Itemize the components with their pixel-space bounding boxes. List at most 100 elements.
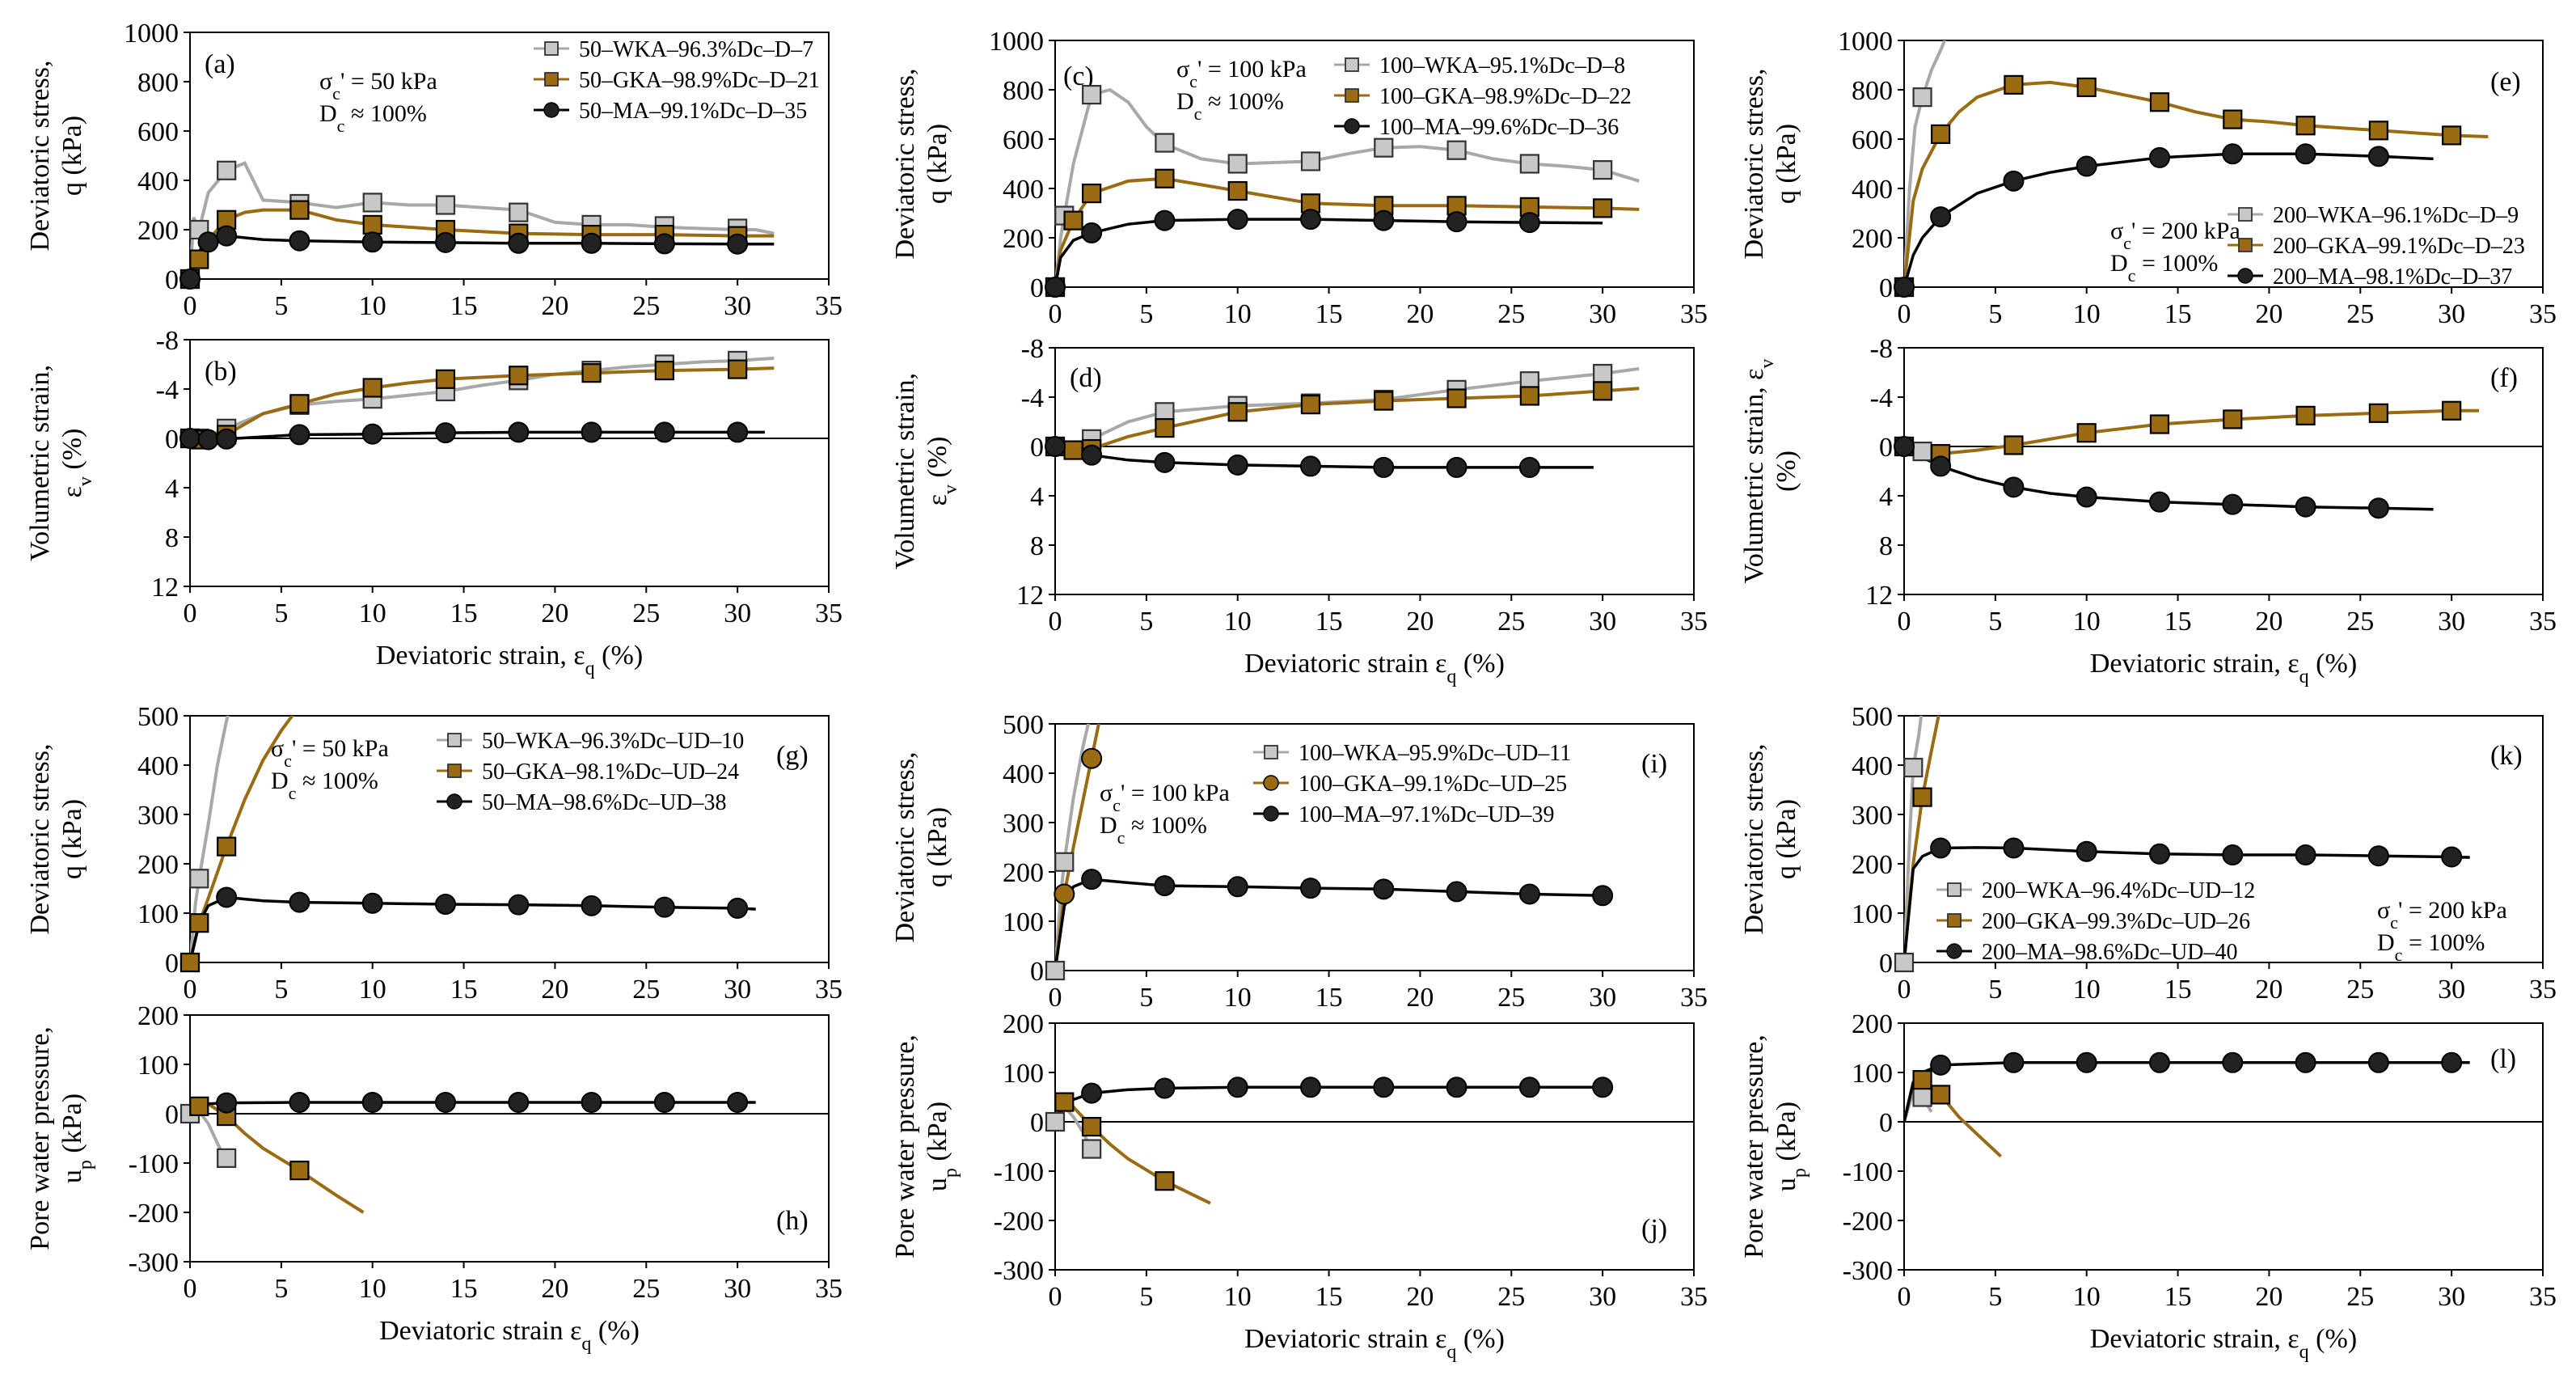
legend-marker: [2238, 238, 2253, 252]
panel-e: 0 200 400 600 800 1000 0 5 10 15 20 25 30 35 Deviatori…: [1739, 27, 2557, 329]
data-marker: [2368, 403, 2388, 423]
x-tick-label: 10: [359, 599, 386, 628]
data-marker: [289, 1161, 310, 1181]
data-marker: [1931, 124, 1951, 144]
y-tick-label: -8: [1021, 334, 1044, 364]
x-tick-label: 30: [724, 975, 751, 1005]
data-marker: [1592, 1077, 1614, 1098]
x-tick-label: 0: [1898, 975, 1911, 1005]
series-line: [190, 716, 230, 962]
legend-marker: [447, 764, 462, 778]
y-tick-label: 1000: [1838, 27, 1893, 57]
plot-frame: [1903, 715, 2544, 963]
data-marker: [1155, 418, 1175, 438]
y-axis-label-line2: q (kPa): [1772, 124, 1801, 204]
y-tick-label: 0: [1879, 433, 1893, 463]
x-tick-label: 15: [1315, 299, 1343, 329]
data-marker: [581, 1091, 602, 1113]
condition-density: Dc = 100%: [2377, 929, 2485, 965]
data-marker: [1300, 878, 1321, 899]
data-marker: [1054, 852, 1075, 872]
data-marker: [216, 428, 238, 450]
data-marker: [1045, 960, 1066, 981]
data-marker: [197, 231, 219, 253]
x-tick-label: 0: [1049, 299, 1062, 329]
legend-marker: [2237, 268, 2253, 284]
x-tick-label: 30: [1589, 983, 1616, 1013]
data-marker: [1045, 436, 1066, 457]
y-tick-label: 8: [1879, 531, 1893, 561]
y-tick-label: 200: [1852, 224, 1893, 254]
y-tick-label: -100: [1843, 1157, 1893, 1187]
panel-h: -300 -200 -100 0 100 200 0 5 10 15 20 25 30 35 Pore wa…: [25, 1001, 842, 1355]
x-tick-label: 25: [1497, 983, 1525, 1013]
condition-stress: σc' = 100 kPa: [1176, 56, 1307, 91]
series-line: [1055, 366, 1640, 448]
data-marker: [289, 230, 310, 252]
y-tick-label: -300: [1843, 1256, 1893, 1286]
data-marker: [2222, 844, 2244, 866]
data-marker: [435, 422, 456, 444]
y-tick-label: -100: [994, 1157, 1044, 1187]
x-tick-label: 35: [1680, 607, 1708, 637]
condition-density: Dc = 100%: [2110, 250, 2218, 286]
x-tick-label: 25: [632, 599, 660, 628]
x-tick-label: 15: [450, 975, 478, 1005]
y-tick-label: 600: [137, 117, 179, 147]
data-marker: [217, 1148, 237, 1169]
x-tick-label: 20: [2255, 1282, 2283, 1312]
legend: 50–WKA–96.3%Dc–UD–10 50–GKA–98.1%Dc–UD–24…: [437, 729, 744, 815]
data-marker: [1063, 210, 1083, 231]
x-tick-label: 25: [2346, 607, 2374, 637]
data-marker: [2367, 1051, 2389, 1073]
panel-label: (j): [1641, 1214, 1667, 1244]
data-marker: [1518, 1077, 1540, 1098]
x-tick-label: 10: [1224, 983, 1252, 1013]
data-marker: [1930, 1054, 1952, 1076]
x-tick-label: 30: [724, 291, 751, 321]
x-tick-label: 35: [2529, 975, 2557, 1005]
x-tick-label: 30: [1589, 1282, 1616, 1312]
data-marker: [2295, 496, 2316, 518]
y-tick-label: 0: [1030, 273, 1044, 303]
data-marker: [1227, 402, 1248, 422]
data-marker: [1518, 883, 1540, 905]
data-marker: [1446, 1077, 1467, 1098]
y-tick-label: 500: [137, 702, 179, 732]
series-group: [190, 356, 775, 442]
legend-label: 200–MA–98.1%Dc–D–37: [2273, 264, 2512, 290]
x-tick-label: 10: [2073, 299, 2101, 329]
data-marker: [2076, 423, 2097, 443]
data-marker: [1373, 1077, 1395, 1098]
data-marker: [1894, 952, 1915, 973]
legend-label: 50–GKA–98.9%Dc–D–21: [579, 68, 820, 93]
data-marker: [1518, 212, 1540, 234]
plot-frame: [189, 32, 830, 280]
y-tick-label: 300: [1852, 801, 1893, 831]
data-marker: [361, 892, 383, 914]
y-tick-label: 600: [1003, 125, 1044, 155]
data-marker: [2295, 1051, 2316, 1073]
legend: 100–WKA–95.9%Dc–UD–11 100–GKA–99.1%Dc–UD–…: [1253, 741, 1571, 827]
plot-frame: [1903, 347, 2544, 595]
y-tick-label: 4: [1879, 482, 1893, 512]
data-marker: [289, 424, 310, 446]
legend-label: 100–MA–99.6%Dc–D–36: [1379, 115, 1619, 140]
y-tick-label: 400: [137, 167, 179, 197]
x-tick-label: 0: [1898, 299, 1911, 329]
y-tick-label: 600: [1852, 125, 1893, 155]
y-axis-label-line2: εv (%): [57, 429, 96, 498]
data-marker: [1519, 154, 1539, 174]
x-tick-label: 5: [1988, 1282, 2002, 1312]
y-axis-label: Deviatoric stress,: [25, 60, 55, 251]
data-marker: [1446, 388, 1467, 408]
data-marker: [2076, 840, 2097, 862]
panel-a: 0 200 400 600 800 1000 0 5 10 15 20 25 30 35 Deviatori…: [25, 19, 842, 321]
data-marker: [1054, 883, 1075, 905]
y-tick-label: 12: [1865, 581, 1893, 611]
legend-marker: [2238, 207, 2253, 222]
y-axis-label: Volumetric strain,: [25, 365, 55, 561]
data-marker: [435, 1091, 456, 1113]
x-tick-label: 5: [1139, 983, 1153, 1013]
